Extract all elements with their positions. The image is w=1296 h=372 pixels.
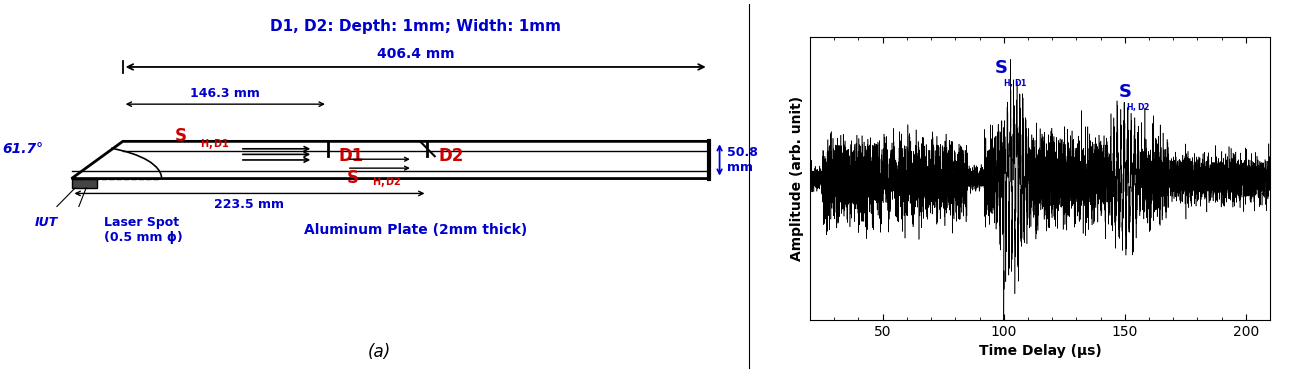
Text: $\mathbf{H,D2}$: $\mathbf{H,D2}$ [372,175,402,189]
Text: $\mathbf{S}$: $\mathbf{S}$ [346,169,359,187]
Text: 61.7°: 61.7° [1,142,43,156]
Text: IUT: IUT [35,216,58,229]
Text: $\mathbf{S}$: $\mathbf{S}$ [174,127,187,145]
Text: Aluminum Plate (2mm thick): Aluminum Plate (2mm thick) [305,223,527,237]
Text: $\mathbf{S}$: $\mathbf{S}$ [994,59,1008,77]
Text: 50.8
mm: 50.8 mm [727,146,758,174]
Text: D1: D1 [338,147,364,165]
Text: D1, D2: Depth: 1mm; Width: 1mm: D1, D2: Depth: 1mm; Width: 1mm [270,19,561,33]
Bar [71,179,97,188]
Text: Laser Spot
(0.5 mm ϕ): Laser Spot (0.5 mm ϕ) [105,216,183,244]
Text: $\mathbf{S}$: $\mathbf{S}$ [1117,83,1131,101]
Text: $\mathbf{H,D1}$: $\mathbf{H,D1}$ [200,137,229,151]
Text: $_{\mathbf{H,D2}}$: $_{\mathbf{H,D2}}$ [1126,100,1151,113]
Text: 223.5 mm: 223.5 mm [214,198,285,211]
X-axis label: Time Delay (μs): Time Delay (μs) [978,344,1102,358]
Text: 406.4 mm: 406.4 mm [377,47,455,61]
Text: (a): (a) [368,343,390,361]
Y-axis label: Amplitude (arb. unit): Amplitude (arb. unit) [791,96,805,261]
Text: $_{\mathbf{H,D1}}$: $_{\mathbf{H,D1}}$ [1003,77,1026,90]
Text: D2: D2 [438,147,464,165]
Text: 146.3 mm: 146.3 mm [191,87,260,100]
